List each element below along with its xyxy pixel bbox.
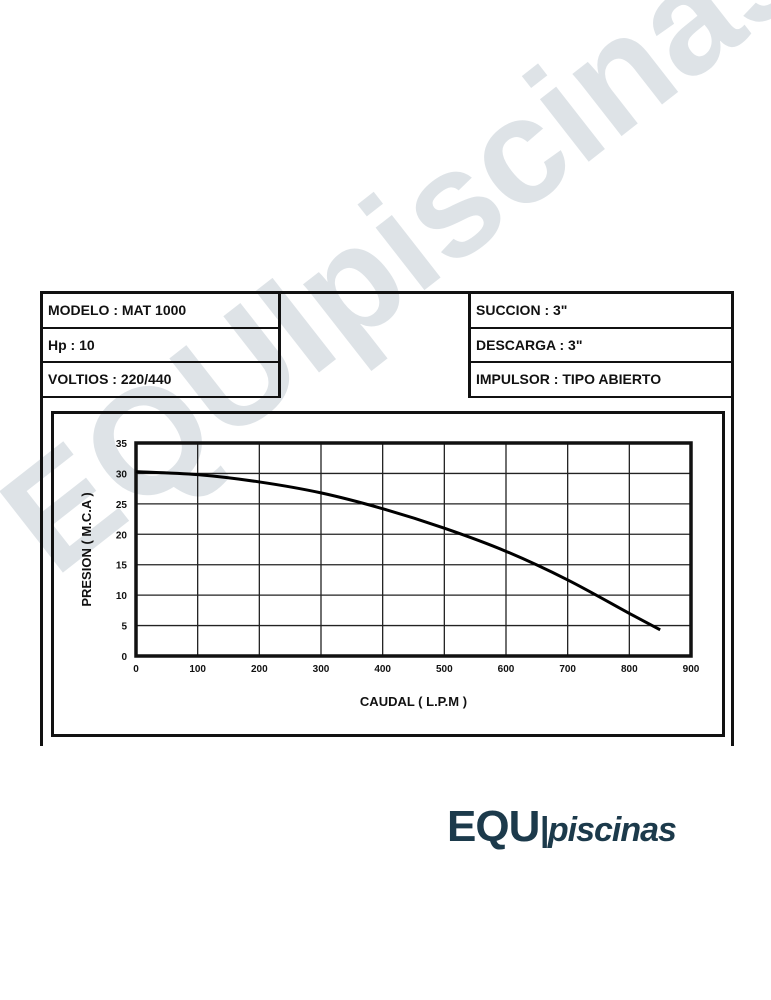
x-tick-label: 400 [374, 664, 391, 675]
y-tick-label: 5 [121, 622, 127, 633]
x-tick-label: 600 [498, 664, 515, 675]
x-axis-label: CAUDAL ( L.P.M ) [360, 694, 467, 709]
brand-logo: EQU|piscinas [447, 802, 677, 851]
divider [278, 294, 281, 398]
spec-impeller: IMPULSOR : TIPO ABIERTO [471, 363, 731, 398]
y-tick-label: 10 [116, 591, 128, 602]
x-tick-label: 800 [621, 664, 638, 675]
x-tick-label: 700 [559, 664, 576, 675]
curve-line [135, 470, 661, 632]
spec-model: MODELO : MAT 1000 [43, 294, 278, 329]
y-tick-label: 25 [116, 500, 128, 511]
divider [468, 294, 471, 398]
x-tick-label: 0 [133, 664, 139, 675]
y-tick-label: 35 [116, 439, 128, 450]
y-tick-label: 20 [116, 530, 128, 541]
spec-suction: SUCCION : 3" [471, 294, 731, 329]
spec-voltage: VOLTIOS : 220/440 [43, 363, 278, 398]
spec-sheet: MODELO : MAT 1000 Hp : 10 VOLTIOS : 220/… [40, 291, 734, 746]
x-tick-label: 500 [436, 664, 453, 675]
spec-hp: Hp : 10 [43, 329, 278, 363]
y-tick-label: 15 [116, 561, 128, 572]
chart-frame: 0 100 200 300 400 500 600 700 800 900 0 5 10 15 20 25 30… [51, 411, 725, 737]
x-tick-label: 100 [189, 664, 206, 675]
y-tick-label: 30 [116, 469, 128, 480]
y-axis-label: PRESION ( M.C.A ) [79, 492, 94, 606]
plot-border [134, 441, 693, 658]
pump-curve-chart: 0 100 200 300 400 500 600 700 800 900 0 5 10 15 20 25 30… [79, 439, 700, 709]
x-tick-label: 900 [683, 664, 700, 675]
y-tick-label: 0 [121, 652, 127, 663]
x-tick-label: 200 [251, 664, 268, 675]
x-tick-label: 300 [313, 664, 330, 675]
spec-discharge: DESCARGA : 3" [471, 329, 731, 363]
